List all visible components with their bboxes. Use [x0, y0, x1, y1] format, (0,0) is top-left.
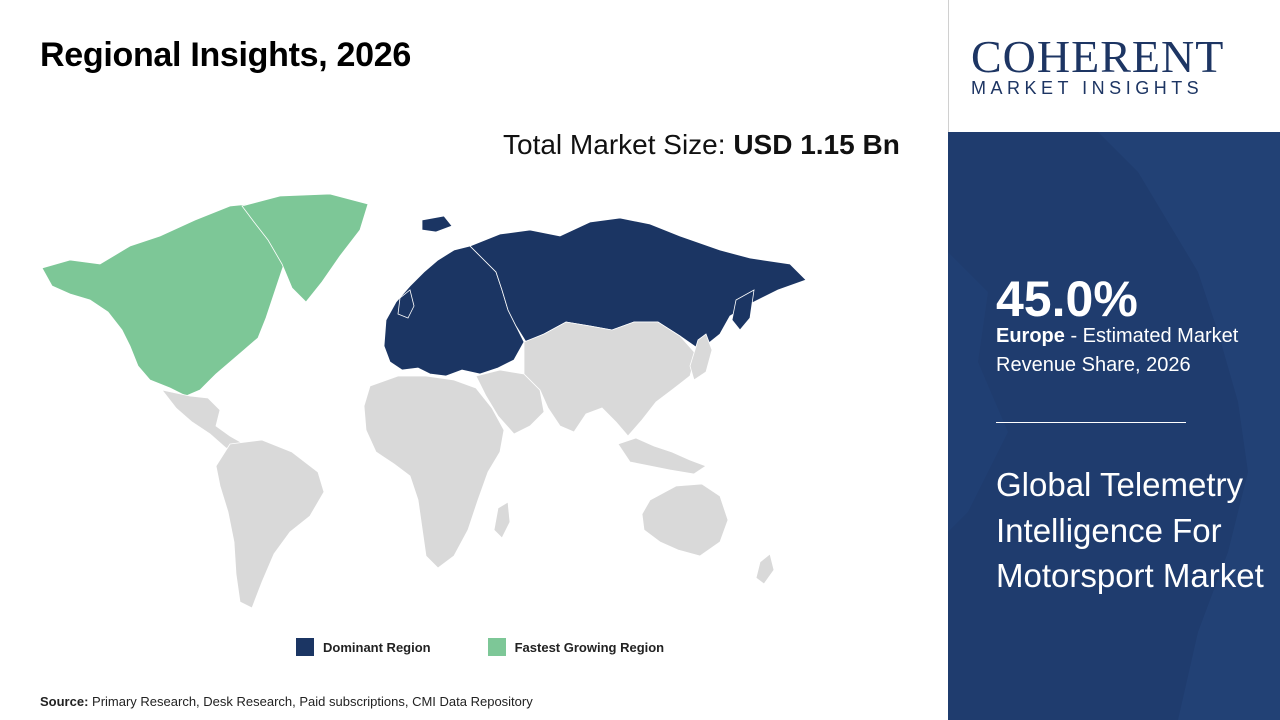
logo-wordmark: COHERENT [971, 31, 1225, 82]
legend-item-fastest: Fastest Growing Region [487, 638, 665, 656]
share-desc-text: - Estimated Market Revenue Share, 2026 [996, 325, 1239, 376]
source-label: Source: [40, 694, 89, 709]
share-description: Europe - Estimated Market Revenue Share,… [996, 322, 1276, 380]
market-size-value: USD 1.15 Bn [733, 129, 900, 160]
world-map [41, 193, 807, 609]
map-region-se-asia [617, 437, 707, 475]
share-region: Europe [996, 325, 1065, 347]
map-legend: Dominant Region Fastest Growing Region [296, 638, 721, 656]
map-region-iceland [421, 215, 453, 233]
map-region-madagascar [493, 501, 511, 539]
map-region-africa [363, 375, 505, 569]
map-region-kamchatka [731, 289, 755, 331]
legend-swatch-dominant [296, 638, 314, 656]
map-region-europe [383, 245, 525, 377]
map-region-north-america [41, 201, 299, 397]
map-region-australia [641, 483, 729, 557]
company-logo: COHERENT MARKET INSIGHTS [948, 0, 1280, 132]
side-panel: COHERENT MARKET INSIGHTS 45.0% Europe - … [948, 0, 1280, 720]
map-region-south-america [215, 439, 325, 609]
legend-item-dominant: Dominant Region [296, 638, 431, 656]
map-region-new-zealand [755, 553, 775, 585]
legend-label-fastest: Fastest Growing Region [514, 639, 665, 655]
content-area: Regional Insights, 2026 Total Market Siz… [40, 36, 903, 709]
source-text: Primary Research, Desk Research, Paid su… [88, 694, 533, 709]
map-region-uk [397, 289, 415, 319]
share-value: 45.0% [996, 271, 1138, 327]
legend-swatch-fastest [487, 638, 506, 656]
market-size-label: Total Market Size: [503, 129, 734, 160]
panel-divider [996, 422, 1186, 423]
legend-label-dominant: Dominant Region [323, 639, 431, 655]
map-region-middle-east [475, 369, 545, 435]
map-region-asia [523, 321, 697, 437]
highlight-panel: 45.0% Europe - Estimated Market Revenue … [948, 132, 1280, 720]
logo-tagline: MARKET INSIGHTS [971, 78, 1204, 98]
source-note: Source: Primary Research, Desk Research,… [40, 694, 533, 709]
panel-background-map-icon [948, 132, 1280, 720]
map-region-greenland [241, 193, 369, 303]
market-name: Global Telemetry Intelligence For Motors… [996, 466, 1264, 594]
map-region-japan [689, 333, 713, 381]
map-region-russia [469, 217, 807, 351]
total-market-size: Total Market Size: USD 1.15 Bn [503, 126, 903, 164]
page-title: Regional Insights, 2026 [40, 36, 411, 74]
